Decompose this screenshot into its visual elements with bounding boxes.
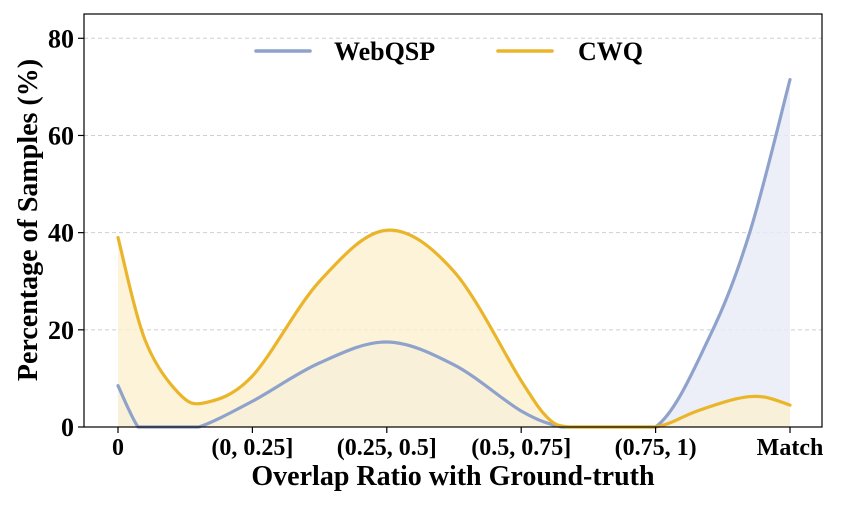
y-axis-title: Percentage of Samples (%): [13, 59, 44, 381]
legend-item-cwq: CWQ: [496, 37, 643, 66]
cwq-area: [118, 230, 790, 427]
y-tick-label: 60: [48, 121, 74, 150]
cwq-line: [116, 228, 792, 429]
y-tick-label: 20: [48, 316, 74, 345]
legend-label-cwq: CWQ: [578, 37, 643, 66]
y-tick-label: 80: [48, 24, 74, 53]
legend-label-webqsp: WebQSP: [334, 37, 435, 66]
x-tick-label: 0: [112, 435, 124, 461]
legend: WebQSP CWQ: [254, 37, 643, 66]
x-tick-label: (0.5, 0.75]: [471, 435, 571, 461]
legend-item-webqsp: WebQSP: [254, 37, 435, 66]
area-layer: [118, 79, 790, 427]
webqsp-area: [118, 79, 790, 427]
x-tick-label: (0.75, 1): [615, 435, 697, 461]
x-tick-label: Match: [757, 435, 824, 461]
x-axis-title: Overlap Ratio with Ground-truth: [251, 461, 655, 492]
y-tick-label: 40: [48, 219, 74, 248]
y-tick-label: 0: [61, 413, 74, 442]
y-axis: 0 20 40 60 80: [48, 24, 84, 442]
plot-frame: [83, 13, 823, 428]
x-tick-label: (0, 0.25]: [211, 435, 293, 461]
x-tick-label: (0.25, 0.5]: [337, 435, 437, 461]
x-axis: 0 (0, 0.25] (0.25, 0.5] (0.5, 0.75] (0.75, 1…: [112, 427, 823, 461]
